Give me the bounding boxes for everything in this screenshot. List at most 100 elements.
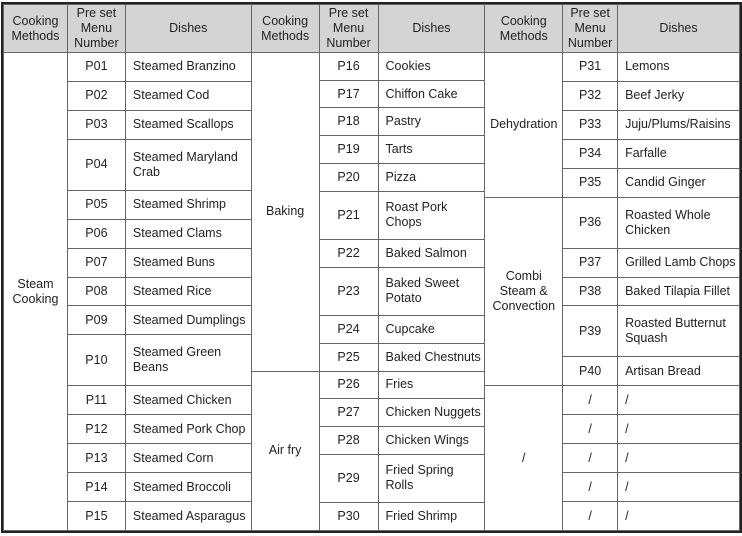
preset-table-group-1: Cooking Methods Pre set Menu Number Dishes… (3, 4, 252, 531)
preset-number-cell: P32 (562, 80, 619, 111)
dish-cell: Steamed Branzino (124, 52, 252, 82)
dish-cell: Chiffon Cake (377, 79, 486, 109)
dish-cell: Farfalle (617, 138, 740, 169)
table-row: Combi Steam & Convection P36 Roasted Whole… (484, 196, 740, 387)
preset-number-cell: P25 (318, 342, 379, 372)
dish-cell: Steamed Buns (124, 247, 252, 278)
header-dishes: Dishes (124, 4, 252, 53)
preset-table-group-2: Cooking Methods Pre set Menu Number Dishes… (250, 4, 486, 532)
table-row: / / / (484, 385, 740, 531)
preset-number-cell: P02 (66, 80, 126, 111)
header-row: Cooking Methods Pre set Menu Number Dishes (3, 4, 252, 53)
dish-cell: Steamed Pork Chop (124, 414, 252, 445)
preset-number-cell: / (562, 472, 619, 502)
dish-cell: Steamed Corn (124, 443, 252, 474)
dish-cell: Pastry (377, 107, 486, 137)
table-row: P38 Baked Tilapia Fillet (485, 276, 740, 307)
table-row: P05 Steamed Shrimp (4, 189, 252, 220)
dish-cell: Chicken Nuggets (377, 398, 486, 427)
preset-number-cell: P38 (562, 276, 619, 307)
preset-number-cell: P11 (66, 385, 126, 416)
preset-number-cell: P07 (66, 247, 126, 278)
dish-cell: Grilled Lamb Chops (617, 247, 740, 278)
dish-cell: Baked Tilapia Fillet (617, 276, 740, 307)
table-row: P21 Roast Pork Chops (251, 190, 486, 241)
preset-number-cell: P35 (562, 167, 619, 198)
preset-number-cell: P12 (66, 414, 126, 445)
preset-number-cell: / (562, 501, 619, 531)
header-cooking-methods: Cooking Methods (484, 4, 564, 53)
dish-cell: Beef Jerky (617, 80, 740, 111)
table-row: P24 Cupcake (251, 315, 486, 344)
dish-cell: Fried Shrimp (377, 502, 486, 531)
table-row: P39 Roasted Butternut Squash (485, 305, 740, 358)
dish-cell: Steamed Cod (124, 80, 252, 111)
preset-number-cell: P13 (66, 443, 126, 474)
dish-cell: Steamed Clams (124, 218, 252, 249)
preset-number-cell: P01 (66, 52, 126, 82)
cooking-method-cell: Baking (250, 52, 320, 372)
preset-number-cell: P31 (562, 52, 619, 82)
table-row: P27 Chicken Nuggets (251, 398, 486, 427)
dish-cell: Steamed Shrimp (124, 189, 252, 220)
dish-cell: / (617, 414, 740, 445)
dish-cell: Cupcake (377, 315, 486, 344)
table-row: Baking P16 Cookies (250, 52, 486, 372)
header-preset-menu-number: Pre set Menu Number (562, 4, 619, 53)
dish-cell: Chicken Wings (377, 426, 486, 455)
table-row: P15 Steamed Asparagus (4, 501, 252, 531)
table-row: P32 Beef Jerky (485, 80, 740, 111)
dish-cell: Steamed Scallops (124, 109, 252, 140)
header-preset-menu-number: Pre set Menu Number (66, 4, 126, 53)
preset-number-cell: / (562, 385, 619, 416)
dish-cell: / (617, 385, 740, 416)
dish-cell: Tarts (377, 135, 486, 164)
header-preset-menu-number: Pre set Menu Number (318, 4, 379, 53)
cooking-method-cell: Dehydration (484, 52, 564, 198)
dish-cell: Steamed Broccoli (124, 472, 252, 502)
table-row: P07 Steamed Buns (4, 247, 252, 278)
table-row: P10 Steamed Green Beans (4, 334, 252, 387)
preset-number-cell: P18 (318, 107, 379, 137)
header-dishes: Dishes (617, 4, 740, 53)
cooking-method-cell: / (484, 385, 564, 531)
preset-number-cell: P17 (318, 79, 379, 109)
table-row: P35 Candid Ginger (485, 167, 740, 198)
table-row: P18 Pastry (251, 107, 486, 137)
dish-cell: Steamed Rice (124, 276, 252, 307)
table-row: / / (485, 501, 740, 531)
table-row: P04 Steamed Maryland Crab (4, 138, 252, 191)
table-row: Dehydration P31 Lemons (484, 52, 740, 198)
table-row: P14 Steamed Broccoli (4, 472, 252, 502)
table-row: P30 Fried Shrimp (251, 502, 486, 531)
dish-cell: / (617, 472, 740, 502)
preset-number-cell: / (562, 414, 619, 445)
dish-cell: Lemons (617, 52, 740, 82)
table-row: P11 Steamed Chicken (4, 385, 252, 416)
dish-cell: / (617, 443, 740, 474)
preset-number-cell: P33 (562, 109, 619, 140)
dish-cell: Steamed Green Beans (124, 334, 252, 387)
preset-table-group-3: Cooking Methods Pre set Menu Number Dishes… (484, 4, 740, 531)
preset-number-cell: P06 (66, 218, 126, 249)
table-row: P23 Baked Sweet Potato (251, 266, 486, 317)
preset-number-cell: P22 (318, 239, 379, 268)
preset-number-cell: P15 (66, 501, 126, 531)
preset-number-cell: P37 (562, 247, 619, 278)
dish-cell: Steamed Chicken (124, 385, 252, 416)
table-row: / / (485, 472, 740, 502)
preset-number-cell: P30 (318, 502, 379, 531)
header-cooking-methods: Cooking Methods (250, 4, 320, 53)
table-row: P03 Steamed Scallops (4, 109, 252, 140)
preset-number-cell: P10 (66, 334, 126, 387)
table-row: P37 Grilled Lamb Chops (485, 247, 740, 278)
preset-number-cell: / (562, 443, 619, 474)
dish-cell: Fried Spring Rolls (377, 453, 486, 504)
table-row: P02 Steamed Cod (4, 80, 252, 111)
preset-number-cell: P04 (66, 138, 126, 191)
dish-cell: / (617, 501, 740, 531)
table-row: Air fry P26 Fries (250, 370, 486, 532)
dish-cell: Steamed Maryland Crab (124, 138, 252, 191)
